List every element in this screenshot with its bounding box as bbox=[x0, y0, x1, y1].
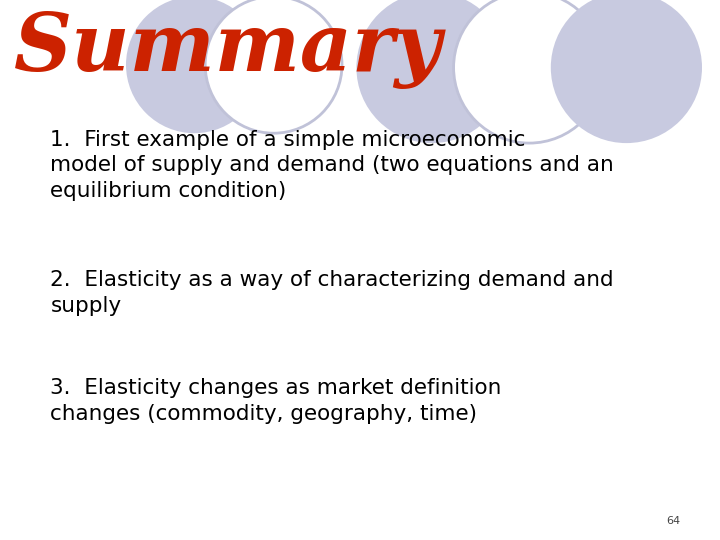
Text: 2.  Elasticity as a way of characterizing demand and
supply: 2. Elasticity as a way of characterizing… bbox=[50, 270, 614, 315]
Text: Summary: Summary bbox=[14, 11, 443, 89]
Ellipse shape bbox=[551, 0, 702, 143]
Ellipse shape bbox=[454, 0, 605, 143]
Text: 1.  First example of a simple microeconomic
model of supply and demand (two equa: 1. First example of a simple microeconom… bbox=[50, 130, 614, 201]
Ellipse shape bbox=[205, 0, 342, 133]
Text: 64: 64 bbox=[666, 516, 680, 526]
Ellipse shape bbox=[126, 0, 263, 133]
Text: 3.  Elasticity changes as market definition
changes (commodity, geography, time): 3. Elasticity changes as market definiti… bbox=[50, 378, 502, 423]
Ellipse shape bbox=[356, 0, 508, 143]
